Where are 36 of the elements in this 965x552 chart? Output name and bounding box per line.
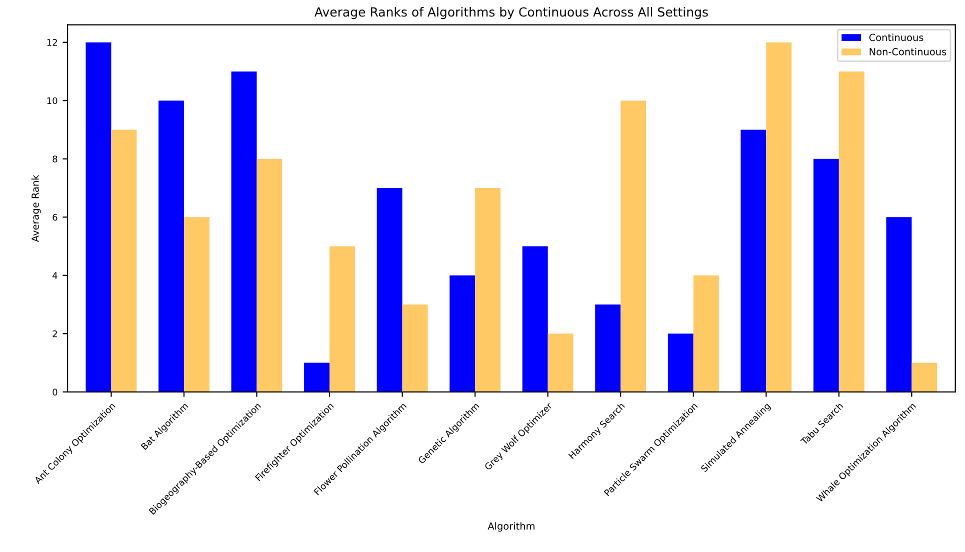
- bar: [184, 217, 210, 392]
- chart-title: Average Ranks of Algorithms by Continuous Across All Settings: [314, 7, 708, 20]
- y-tick-label: 10: [47, 97, 58, 104]
- bar: [158, 100, 184, 392]
- bar: [304, 362, 330, 392]
- bar: [548, 334, 574, 392]
- bar: [376, 188, 402, 392]
- bar: [813, 158, 839, 392]
- bar: [475, 188, 501, 392]
- y-tick-label: 0: [52, 388, 58, 396]
- bar: [886, 217, 912, 392]
- bar: [522, 246, 548, 392]
- bar: [912, 362, 938, 392]
- bar: [450, 275, 476, 392]
- y-tick-label: 12: [47, 39, 57, 46]
- bar: [620, 100, 646, 392]
- bar: [231, 71, 257, 392]
- y-axis-title: Average Rank: [31, 174, 41, 242]
- y-tick-label: 8: [52, 156, 58, 162]
- legend-label: Continuous: [869, 34, 924, 42]
- bar: [668, 334, 694, 392]
- y-tick-label: 2: [52, 330, 57, 338]
- bar: [766, 42, 792, 392]
- legend-label: Non-Continuous: [870, 48, 946, 56]
- bar: [330, 246, 355, 392]
- bar: [402, 304, 428, 392]
- bar: [86, 42, 112, 392]
- y-tick-label: 4: [52, 272, 58, 279]
- bar: [838, 71, 864, 392]
- bar: [111, 130, 137, 392]
- x-axis-title: Algorithm: [488, 522, 534, 532]
- bar: [693, 275, 719, 392]
- bar: [740, 130, 766, 392]
- bar: [595, 304, 621, 392]
- bar: [256, 158, 282, 392]
- y-tick-label: 6: [52, 214, 58, 221]
